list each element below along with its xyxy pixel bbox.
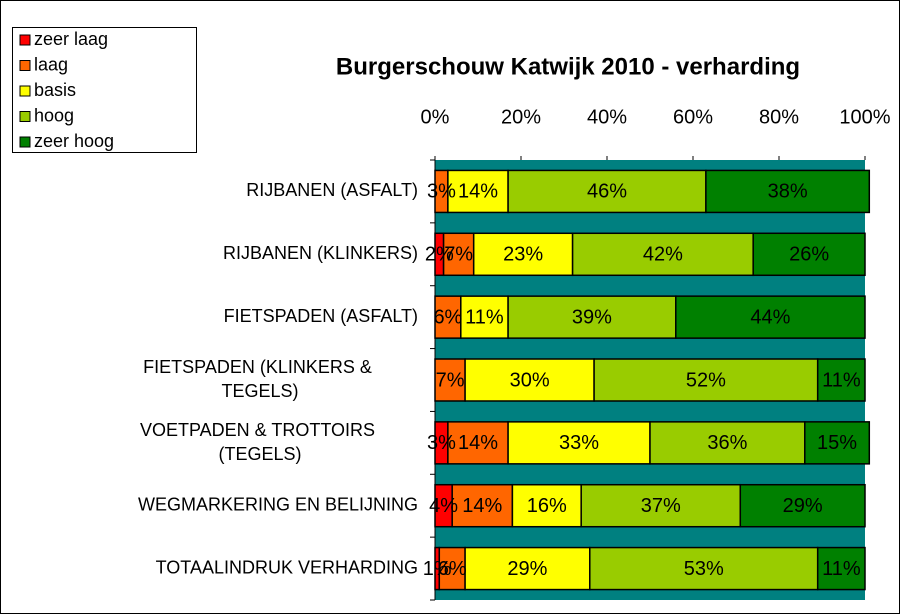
- bar-segment: [804, 421, 871, 465]
- data-label: 14%: [462, 495, 502, 517]
- bar-segment: [752, 232, 866, 277]
- bar-segment: [464, 546, 591, 591]
- legend-swatch: [19, 111, 31, 122]
- legend-box: [12, 27, 197, 153]
- y-tick-label: RIJBANEN (ASFALT): [246, 180, 418, 200]
- legend-label: laag: [34, 54, 68, 74]
- data-label: 37%: [641, 495, 681, 517]
- legend-label: basis: [34, 80, 76, 100]
- bar-segment: [447, 421, 509, 465]
- bar-segment: [593, 358, 819, 402]
- data-label: 42%: [643, 244, 683, 266]
- data-label: 53%: [684, 558, 724, 580]
- x-tick-label: 0%: [421, 106, 450, 128]
- data-label: 6%: [433, 306, 462, 328]
- bar-segment: [507, 421, 651, 465]
- bar-segment: [739, 483, 866, 528]
- data-label: 52%: [686, 369, 726, 391]
- bar-segment: [816, 546, 866, 591]
- legend-swatch: [19, 136, 31, 148]
- data-label: 33%: [559, 432, 599, 454]
- data-label: 39%: [572, 306, 612, 328]
- y-tick-label: TOTAALINDRUK VERHARDING: [156, 557, 418, 577]
- x-tick-label: 80%: [759, 106, 799, 128]
- legend-swatch: [19, 85, 31, 97]
- data-label: 3%: [427, 181, 456, 203]
- bar-segment: [507, 295, 677, 339]
- data-label: 14%: [458, 181, 498, 203]
- data-label: 15%: [817, 432, 857, 454]
- x-tick-label: 40%: [587, 106, 627, 128]
- y-tick-label-line: (TEGELS): [218, 444, 301, 464]
- y-tick-label-line: VOETPADEN & TROTTOIRS: [140, 420, 380, 440]
- bar-segment: [589, 546, 819, 591]
- bar-segment: [816, 358, 866, 402]
- chart-title: Burgerschouw Katwijk 2010 - verharding: [336, 53, 800, 80]
- bar-segment: [649, 421, 806, 465]
- data-label: 11%: [465, 306, 504, 328]
- data-label: 16%: [527, 495, 567, 517]
- data-label: 11%: [822, 369, 861, 391]
- data-label: 6%: [438, 558, 467, 580]
- data-label: 30%: [510, 369, 550, 391]
- data-label: 29%: [783, 495, 823, 517]
- data-label: 2%: [425, 244, 454, 266]
- data-label: 26%: [789, 244, 829, 266]
- x-tick-label: 20%: [501, 106, 541, 128]
- bar-segment: [447, 169, 509, 214]
- data-label: 38%: [768, 181, 808, 203]
- data-label: 7%: [436, 369, 465, 391]
- y-tick-label-line: FIETSPADEN (KLINKERS &: [143, 357, 377, 377]
- y-tick-label-line: TEGELS): [221, 381, 298, 401]
- data-label: 36%: [707, 432, 747, 454]
- bar-segment: [580, 483, 742, 528]
- bar-segment: [442, 232, 475, 277]
- data-label: 1%: [423, 558, 452, 580]
- y-tick-label: FIETSPADEN (ASFALT): [224, 306, 418, 326]
- y-tick-label: VOETPADEN & TROTTOIRS (TEGELS): [140, 420, 380, 464]
- y-tick-label: FIETSPADEN (KLINKERS & TEGELS): [143, 357, 377, 401]
- bar-segment: [434, 295, 462, 339]
- data-label: 14%: [458, 432, 498, 454]
- y-tick-label: RIJBANEN (KLINKERS): [223, 243, 418, 263]
- legend-label: zeer laag: [34, 29, 108, 49]
- data-label: 4%: [429, 495, 458, 517]
- bar-segment: [507, 169, 707, 214]
- data-label: 46%: [587, 181, 627, 203]
- data-label: 3%: [427, 432, 456, 454]
- bar-segment: [705, 169, 871, 214]
- data-label: 11%: [822, 558, 861, 580]
- data-label: 44%: [750, 306, 790, 328]
- bar-segment: [571, 232, 754, 277]
- bar-segment: [511, 483, 582, 528]
- data-label: 23%: [503, 244, 543, 266]
- legend-label: zeer hoog: [34, 131, 114, 151]
- data-label: 7%: [444, 244, 473, 266]
- data-label: 29%: [507, 558, 547, 580]
- x-tick-label: 100%: [839, 106, 890, 128]
- legend-swatch: [19, 60, 31, 71]
- y-tick-label: WEGMARKERING EN BELIJNING: [138, 494, 418, 514]
- bar-segment: [675, 295, 866, 339]
- x-tick-label: 60%: [673, 106, 713, 128]
- legend-label: hoog: [34, 105, 74, 125]
- legend-swatch: [19, 34, 31, 46]
